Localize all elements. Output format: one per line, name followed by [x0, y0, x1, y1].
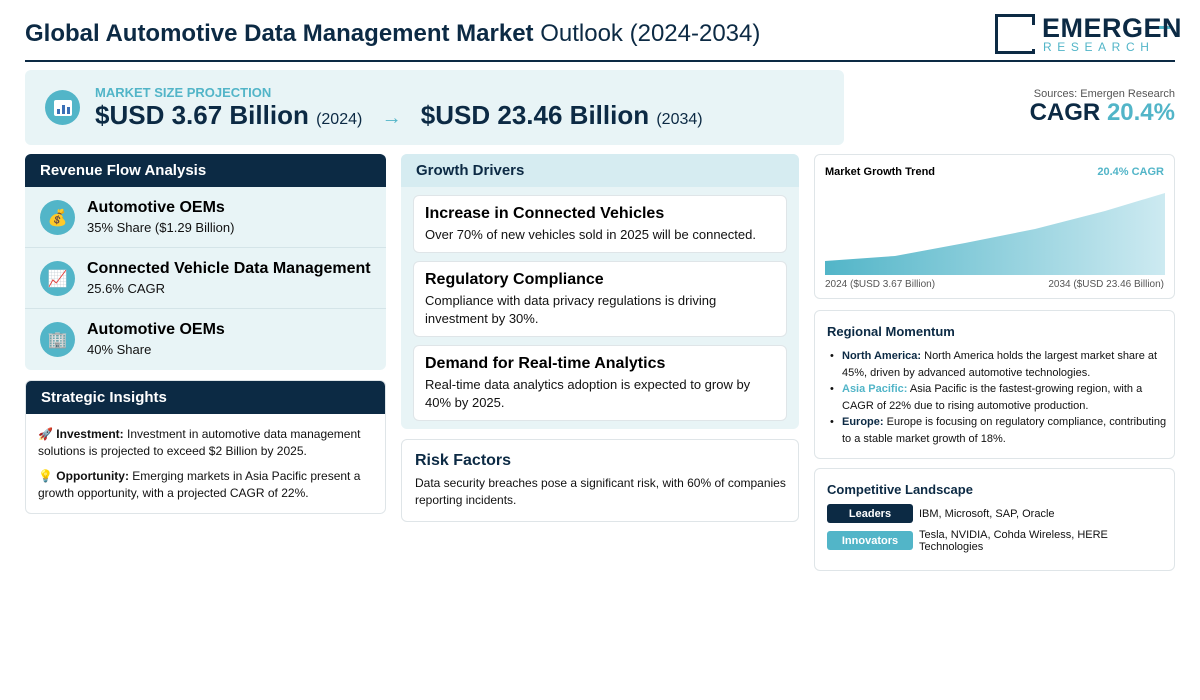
insight-item: 🚀 Investment: Investment in automotive d…: [38, 426, 378, 460]
cagr-label: CAGR: [1029, 99, 1101, 126]
trend-start-label: 2024 ($USD 3.67 Billion): [825, 279, 936, 290]
driver-title: Increase in Connected Vehicles: [425, 205, 665, 222]
insight-text: Emerging markets in Asia Pacific present…: [38, 469, 361, 500]
revenue-item-sub: 35% Share ($1.29 Billion): [87, 220, 235, 235]
market-size-label: MARKET SIZE PROJECTION: [95, 85, 272, 100]
insight-label: Investment:: [56, 427, 124, 441]
risk-factors-card: Risk Factors Data security breaches pose…: [401, 439, 799, 522]
competitive-landscape-card: Competitive Landscape Leaders IBM, Micro…: [814, 468, 1175, 571]
rocket-icon: 🚀: [38, 427, 53, 441]
lightbulb-icon: 💡: [38, 469, 53, 483]
revenue-item: 🏢 Automotive OEMs 40% Share: [25, 309, 386, 370]
page-title-light: Outlook (2024-2034): [540, 20, 761, 47]
trend-chart-icon: 📈: [40, 261, 75, 296]
market-start-value: $USD 3.67 Billion: [95, 100, 309, 130]
trend-end-label: 2034 ($USD 23.46 Billion): [1048, 279, 1164, 290]
region-text: Asia Pacific is the fastest-growing regi…: [842, 383, 1143, 412]
revenue-item-title: Connected Vehicle Data Management: [87, 260, 371, 277]
money-bag-icon: 💰: [40, 200, 75, 235]
growth-drivers-card: Growth Drivers Increase in Connected Veh…: [401, 154, 799, 429]
cagr-value: 20.4%: [1106, 99, 1175, 126]
revenue-item-title: Automotive OEMs: [87, 199, 225, 216]
regional-heading: Regional Momentum: [827, 324, 955, 339]
regional-momentum-card: Regional Momentum North America: North A…: [814, 310, 1175, 459]
sources-note: Sources: Emergen Research: [1033, 88, 1175, 100]
arrow-right-icon: →: [381, 107, 402, 129]
market-growth-trend-card: Market Growth Trend 20.4% CAGR 2024 ($US…: [814, 154, 1175, 299]
region-item: North America: North America holds the l…: [827, 348, 1167, 381]
logo-name: EMERGEN: [1042, 13, 1183, 43]
driver-item: Regulatory Compliance Compliance with da…: [413, 261, 787, 337]
leaders-list: IBM, Microsoft, SAP, Oracle: [919, 508, 1055, 520]
region-text: Europe is focusing on regulatory complia…: [842, 416, 1167, 445]
region-item: Europe: Europe is focusing on regulatory…: [827, 414, 1167, 447]
market-end-value: $USD 23.46 Billion: [420, 100, 650, 130]
market-size-banner: MARKET SIZE PROJECTION $USD 3.67 Billion…: [25, 70, 844, 145]
page-title-bold: Global Automotive Data Management Market: [25, 20, 534, 47]
region-item: Asia Pacific: Asia Pacific is the fastes…: [827, 381, 1167, 414]
revenue-item-sub: 40% Share: [87, 342, 152, 357]
driver-desc: Compliance with data privacy regulations…: [425, 293, 717, 326]
market-size-values: $USD 3.67 Billion (2024) → $USD 23.46 Bi…: [95, 100, 703, 131]
leaders-badge: Leaders: [827, 504, 913, 523]
insight-text: Investment in automotive data management…: [38, 427, 361, 458]
logo-subtitle: RESEARCH: [1043, 40, 1155, 54]
trend-heading: Market Growth Trend: [825, 166, 936, 178]
risk-factors-heading: Risk Factors: [415, 452, 512, 469]
logo-bar: [1152, 26, 1170, 29]
insight-item: 💡 Opportunity: Emerging markets in Asia …: [38, 468, 378, 502]
driver-title: Demand for Real-time Analytics: [425, 355, 666, 372]
revenue-flow-heading: Revenue Flow Analysis: [25, 154, 386, 187]
logo-mark-icon: [995, 14, 1035, 54]
innovators-badge: Innovators: [827, 531, 913, 550]
market-start-year: (2024): [316, 111, 363, 128]
region-label: Europe:: [842, 416, 884, 428]
innovators-list: Tesla, NVIDIA, Cohda Wireless, HERE Tech…: [919, 529, 1108, 553]
strategic-insights-card: Strategic Insights 🚀 Investment: Investm…: [25, 380, 386, 514]
market-end-year: (2034): [656, 111, 703, 128]
growth-drivers-heading: Growth Drivers: [401, 154, 799, 187]
regional-list: North America: North America holds the l…: [827, 348, 1167, 447]
driver-desc: Over 70% of new vehicles sold in 2025 wi…: [425, 227, 756, 242]
revenue-item: 📈 Connected Vehicle Data Management 25.6…: [25, 248, 386, 309]
insight-label: Opportunity:: [56, 469, 129, 483]
revenue-flow-card: Revenue Flow Analysis 💰 Automotive OEMs …: [25, 154, 386, 370]
trend-cagr: 20.4% CAGR: [1097, 166, 1164, 178]
risk-factors-desc: Data security breaches pose a significan…: [415, 476, 786, 507]
strategic-insights-heading: Strategic Insights: [26, 381, 385, 414]
header: Global Automotive Data Management Market…: [25, 12, 1182, 62]
revenue-item-title: Automotive OEMs: [87, 321, 225, 338]
bar-chart-icon: [45, 90, 80, 125]
page-title: Global Automotive Data Management Market…: [25, 20, 760, 48]
trend-area-chart: [825, 193, 1165, 275]
revenue-item: 💰 Automotive OEMs 35% Share ($1.29 Billi…: [25, 187, 386, 248]
emergen-logo: EMERGEN RESEARCH: [995, 13, 1182, 56]
trend-area: [825, 193, 1165, 275]
revenue-item-sub: 25.6% CAGR: [87, 281, 166, 296]
driver-desc: Real-time data analytics adoption is exp…: [425, 377, 751, 410]
region-label: Asia Pacific:: [842, 383, 908, 395]
driver-title: Regulatory Compliance: [425, 271, 604, 288]
driver-item: Demand for Real-time Analytics Real-time…: [413, 345, 787, 421]
cagr-headline: CAGR 20.4%: [1030, 99, 1175, 127]
competitive-heading: Competitive Landscape: [827, 482, 973, 497]
region-label: North America:: [842, 350, 922, 362]
office-building-icon: 🏢: [40, 322, 75, 357]
driver-item: Increase in Connected Vehicles Over 70% …: [413, 195, 787, 253]
region-text: North America holds the largest market s…: [842, 350, 1158, 379]
